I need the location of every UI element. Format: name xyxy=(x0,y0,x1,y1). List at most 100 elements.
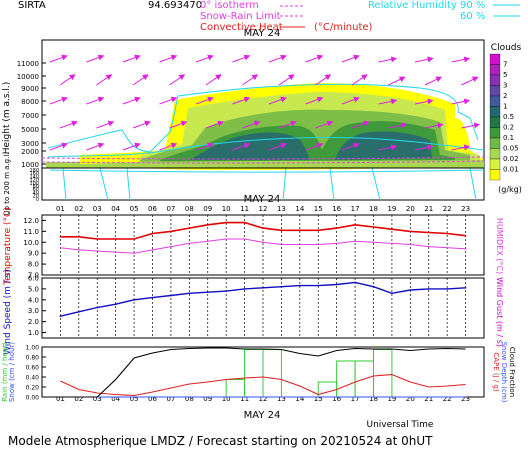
point-temperature xyxy=(335,227,338,229)
point-temperature xyxy=(59,236,62,238)
colorbar-swatch xyxy=(489,169,501,181)
hour-label-05: 05 xyxy=(130,395,139,403)
colorbar-swatch xyxy=(489,53,501,65)
height-tick-9000: 9000 xyxy=(21,85,39,93)
y-tick-9.0: 9.0 xyxy=(28,250,39,258)
cloud-colorbar: Clouds (g/kg) 7 5 3 2 1 0.5 0.2 0.1 0.05 0.02 0.01 xyxy=(489,43,522,194)
point-humidex xyxy=(335,242,338,245)
wind-arrow xyxy=(86,142,105,151)
precip-panel: 1.00 0.80 0.60 0.40 0.20 0.00 Rain (mm / hour… xyxy=(1,342,516,403)
low-height-tick-140: 140 xyxy=(29,174,39,180)
wind-arrow xyxy=(305,54,324,63)
colorbar-swatch xyxy=(489,116,501,128)
wind-arrow xyxy=(341,142,360,151)
y-tick-4.0: 4.0 xyxy=(28,296,39,304)
point-humidex xyxy=(206,240,209,242)
point-temperature xyxy=(262,227,264,229)
hour-label-20: 20 xyxy=(406,395,415,403)
hour-label-21: 21 xyxy=(424,395,433,403)
hour-label-08: 08 xyxy=(185,205,194,213)
isotherm-line xyxy=(41,156,485,160)
hour-label-15: 15 xyxy=(314,205,323,213)
wind-arrow xyxy=(132,74,149,86)
cloudfraction-axis-label: Cloud Fraction xyxy=(508,347,516,397)
hour-label-19: 19 xyxy=(387,395,396,403)
wind-arrow xyxy=(49,54,68,63)
wind-arrow xyxy=(268,96,287,105)
hour-label-17: 17 xyxy=(351,395,360,403)
wind-arrow xyxy=(278,74,295,86)
wind-arrow xyxy=(351,74,368,86)
rh-contour-3 xyxy=(62,167,477,201)
colorbar-level-7: 7 xyxy=(503,61,507,69)
hour-label-21: 21 xyxy=(424,205,433,213)
point-temperature xyxy=(114,238,117,240)
point-wind-speed xyxy=(409,289,412,291)
colorbar-level-2: 2 xyxy=(503,92,507,100)
point-temperature xyxy=(170,230,172,233)
low-height-tick-60: 60 xyxy=(33,187,39,193)
low-height-tick-20: 20 xyxy=(33,194,39,200)
point-humidex xyxy=(372,241,375,244)
site-coord: 94.693470 xyxy=(148,0,202,11)
hour-label-14: 14 xyxy=(295,205,304,213)
point-wind-speed xyxy=(372,285,375,288)
wind-arrow xyxy=(242,120,261,129)
point-wind-speed xyxy=(280,285,283,288)
legend-snow-rain: Snow-Rain Limit xyxy=(200,11,281,22)
snow-limit-line xyxy=(41,160,485,164)
gust-axis-label: Wind Gust (m / s) xyxy=(495,277,504,347)
point-temperature xyxy=(354,224,356,226)
hour-label-19: 19 xyxy=(387,205,396,213)
y-tick-0.40: 0.40 xyxy=(26,375,40,382)
hour-labels-bottom: 01 02 03 04 05 06 07 08 09 10 11 12 13 14 15 16 17 18 19 20… xyxy=(56,395,470,403)
wind-arrow xyxy=(159,54,178,63)
point-wind-speed xyxy=(446,288,448,290)
y-tick-1.0: 1.0 xyxy=(28,329,39,337)
colorbar-swatch xyxy=(489,74,501,86)
hour-label-23: 23 xyxy=(461,395,470,403)
hour-label-07: 07 xyxy=(166,205,175,213)
hour-label-03: 03 xyxy=(93,395,102,403)
wind-arrow xyxy=(378,98,398,105)
point-wind-speed xyxy=(225,290,227,292)
hour-label-08: 08 xyxy=(185,395,194,403)
hour-label-06: 06 xyxy=(148,205,157,213)
hour-label-16: 16 xyxy=(332,205,341,213)
point-wind-speed xyxy=(243,288,246,290)
y-tick-5.0: 5.0 xyxy=(28,285,39,293)
y-tick-8.0: 8.0 xyxy=(28,261,39,269)
point-humidex xyxy=(170,245,172,248)
point-temperature xyxy=(427,231,430,234)
y-tick-7.0: 7.0 xyxy=(28,272,39,280)
hour-label-02: 02 xyxy=(74,205,83,213)
hour-label-03: 03 xyxy=(93,205,102,213)
cape-axis-label: CAPE (J / g) xyxy=(492,352,500,392)
cloud-y-ticks: 1100010000900080007000500030002000100018… xyxy=(17,60,46,203)
wind-arrow xyxy=(59,120,78,129)
point-wind-speed xyxy=(151,296,154,299)
point-temperature xyxy=(409,230,412,233)
colorbar-level-0.02: 0.02 xyxy=(503,155,519,163)
wind-arrow xyxy=(305,96,324,105)
point-humidex xyxy=(133,252,135,254)
wind-arrow xyxy=(59,74,76,86)
colorbar-swatch xyxy=(489,64,501,76)
wind-arrow xyxy=(461,76,479,86)
low-height-tick-40: 40 xyxy=(33,190,39,196)
point-humidex xyxy=(280,243,283,246)
wind-arrow xyxy=(195,54,214,63)
point-temperature xyxy=(317,229,320,232)
point-wind-speed xyxy=(170,294,172,297)
rain-axis-label: Rain (mm / hour) xyxy=(1,342,9,402)
hour-labels-mid1: 01 02 03 04 05 06 07 08 09 10 11 12 13 14 15 16 17 18 19 20… xyxy=(56,205,470,213)
height-tick-8000: 8000 xyxy=(21,98,39,106)
colorbar-level-0.1: 0.1 xyxy=(503,134,514,142)
legend-rh-90: 90 % xyxy=(460,0,485,11)
wind-arrow xyxy=(122,142,141,151)
low-height-tick-180: 180 xyxy=(29,168,39,174)
colorbar-title: Clouds xyxy=(491,43,522,53)
wind-arrow xyxy=(232,54,251,63)
hour-label-16: 16 xyxy=(332,395,341,403)
wind-arrow xyxy=(414,98,434,105)
